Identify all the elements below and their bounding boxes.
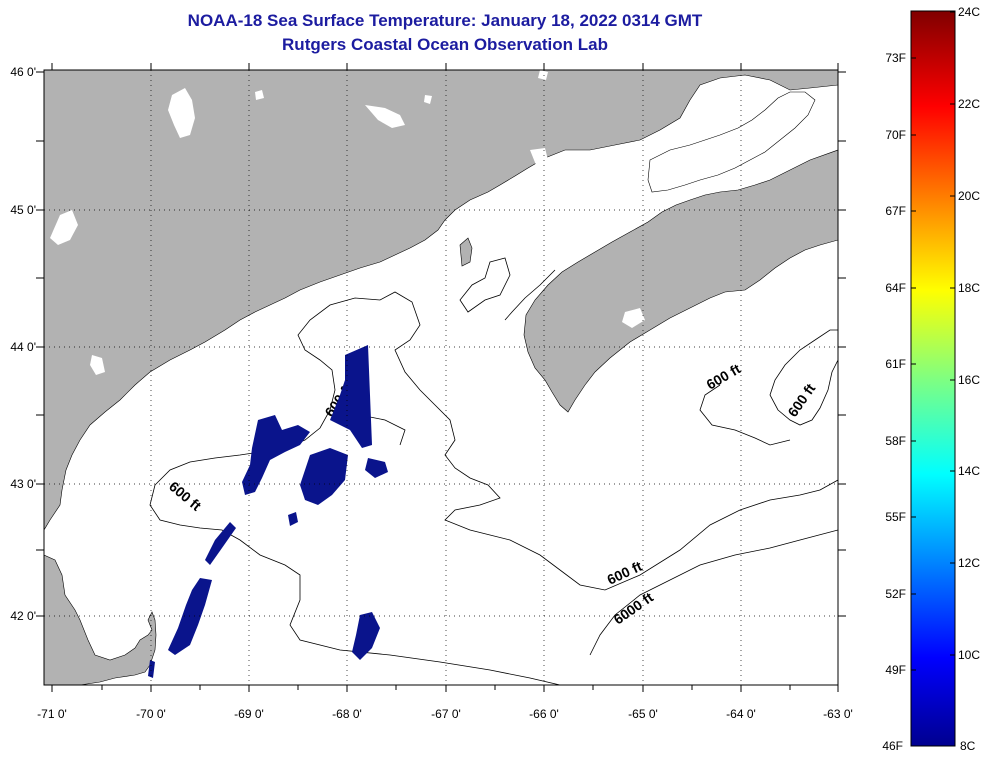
colorbar-c-label: 14C	[958, 464, 980, 478]
bay-of-fundy	[647, 91, 816, 193]
colorbar-f-label: 58F	[885, 434, 906, 448]
colorbar-c-label: 16C	[958, 373, 980, 387]
colorbar-f-label: 67F	[885, 204, 906, 218]
map-title: NOAA-18 Sea Surface Temperature: January…	[187, 11, 703, 30]
lon-label: -70 0'	[136, 707, 166, 721]
colorbar-f-label: 61F	[885, 357, 906, 371]
colorbar-c-label: 8C	[960, 739, 976, 753]
lat-label: 44 0'	[10, 340, 36, 354]
colorbar-c-label: 22C	[958, 97, 980, 111]
map-area: 600 ft 600 ft 600 ft 600 ft 600 ft 6000 …	[44, 70, 838, 685]
colorbar	[910, 10, 956, 747]
colorbar-c-label: 20C	[958, 189, 980, 203]
lon-label: -67 0'	[431, 707, 461, 721]
colorbar-f-label: 52F	[885, 587, 906, 601]
colorbar-f-label: 46F	[882, 739, 903, 753]
lat-label: 46 0'	[10, 65, 36, 79]
colorbar-c-labels: 24C 22C 20C 18C 16C 14C 12C 10C 8C	[958, 5, 980, 753]
colorbar-c-label: 18C	[958, 281, 980, 295]
lon-label: -71 0'	[37, 707, 67, 721]
land-island	[459, 237, 473, 267]
colorbar-f-label: 49F	[885, 663, 906, 677]
colorbar-c-label: 10C	[958, 648, 980, 662]
colorbar-f-labels: 73F 70F 67F 64F 61F 58F 55F 52F 49F 46F	[882, 51, 906, 753]
lon-label: -66 0'	[529, 707, 559, 721]
depth-contours	[149, 257, 838, 685]
lon-label: -68 0'	[332, 707, 362, 721]
colorbar-f-label: 73F	[885, 51, 906, 65]
longitude-labels: -71 0' -70 0' -69 0' -68 0' -67 0' -66 0…	[37, 707, 853, 721]
lon-label: -65 0'	[628, 707, 658, 721]
lat-label: 43 0'	[10, 477, 36, 491]
lon-label: -63 0'	[823, 707, 853, 721]
sst-patches	[148, 345, 388, 678]
lon-label: -64 0'	[726, 707, 756, 721]
lat-label: 42 0'	[10, 609, 36, 623]
land-new-england	[44, 70, 838, 531]
inland-lakes	[50, 70, 645, 375]
colorbar-c-label: 24C	[958, 5, 980, 19]
colorbar-f-label: 64F	[885, 281, 906, 295]
colorbar-f-label: 55F	[885, 510, 906, 524]
map-frame	[43, 69, 839, 686]
land-nova-scotia	[523, 149, 838, 413]
latitude-labels: 46 0' 45 0' 44 0' 43 0' 42 0'	[10, 65, 36, 623]
lon-label: -69 0'	[234, 707, 264, 721]
lat-label: 45 0'	[10, 203, 36, 217]
map-subtitle: Rutgers Coastal Ocean Observation Lab	[282, 35, 608, 54]
colorbar-f-label: 70F	[885, 128, 906, 142]
land-cape-cod	[44, 554, 157, 685]
axis-ticks	[36, 63, 846, 692]
colorbar-ticks	[911, 11, 955, 671]
colorbar-c-label: 12C	[958, 556, 980, 570]
